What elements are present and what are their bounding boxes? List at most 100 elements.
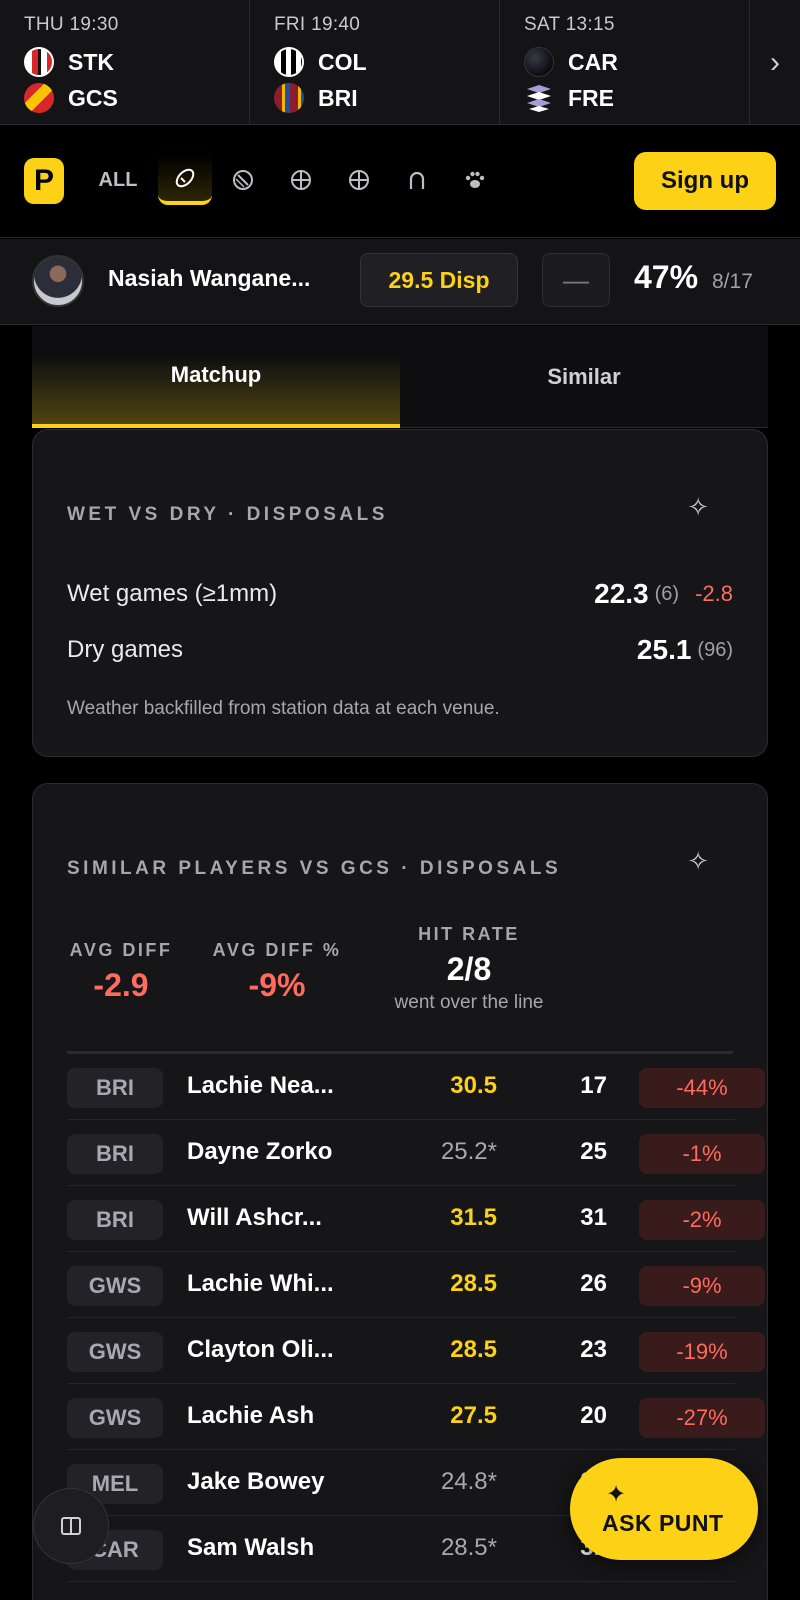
diff-badge: -1% — [639, 1134, 765, 1174]
avatar — [32, 255, 84, 307]
actual-value: 25 — [580, 1138, 607, 1165]
actual-value: 23 — [580, 1336, 607, 1363]
dash-button[interactable]: — — [542, 253, 610, 307]
actual-value: 17 — [580, 1072, 607, 1099]
fixture-team-away: GCS — [24, 80, 249, 116]
fixture-card[interactable]: SAT 13:15 CAR FRE — [500, 0, 750, 125]
player-name: Clayton Oli... — [187, 1336, 334, 1363]
afl-ball-icon[interactable] — [158, 155, 212, 205]
sidebar-toggle-button[interactable] — [33, 1488, 109, 1564]
wet-value: 22.3 — [594, 578, 649, 609]
diff-badge: -44% — [639, 1068, 765, 1108]
team-badge: BRI — [67, 1068, 163, 1108]
line-button[interactable]: 29.5 Disp — [360, 253, 518, 307]
player-bar: Nasiah Wangane... 29.5 Disp — 47% 8/17 — [0, 239, 800, 325]
line-value: 30.5 — [450, 1072, 497, 1099]
fixture-card[interactable]: FRI 19:40 COL BRI — [250, 0, 500, 125]
fixture-time: SAT 13:15 — [524, 14, 615, 35]
team-code: STK — [68, 48, 114, 75]
tab-similar[interactable]: Similar — [400, 326, 768, 428]
basketball-icon[interactable] — [276, 155, 326, 205]
player-name[interactable]: Nasiah Wangane... — [108, 265, 311, 291]
sparkle-icon[interactable]: ✧ — [687, 492, 709, 522]
line-value: 25.2* — [440, 1138, 497, 1165]
ask-punt-button[interactable]: ✦ ASK PUNT — [570, 1458, 758, 1560]
line-value: 28.5 — [450, 1336, 497, 1363]
chevron-right-icon[interactable]: › — [770, 45, 780, 79]
team-badge: BRI — [67, 1200, 163, 1240]
avg-diff-value: -2.9 — [93, 967, 149, 1003]
col-crest-icon — [274, 47, 304, 77]
sparkle-icon[interactable]: ✧ — [687, 846, 709, 876]
dry-value: 25.1 — [636, 634, 692, 665]
avg-diff-stat: AVG DIFF -2.9 — [67, 940, 175, 1004]
hit-rate-sub: went over the line — [394, 992, 544, 1013]
diff-badge: -9% — [639, 1266, 765, 1306]
fixtures-bar: THU 19:30 STK GCS FRI 19:40 COL BRI SAT … — [0, 0, 800, 125]
team-badge: GWS — [67, 1398, 163, 1438]
logo[interactable]: P — [24, 158, 64, 204]
fre-crest-icon — [524, 83, 554, 113]
table-row[interactable]: GWS Lachie Ash 27.5 20 -27% — [67, 1384, 765, 1450]
paw-icon[interactable] — [450, 155, 500, 205]
fixture-time: FRI 19:40 — [274, 14, 361, 35]
hit-rate-fraction: 8/17 — [712, 270, 753, 293]
sparkle-icon: ✦ — [606, 1481, 627, 1508]
team-code: CAR — [568, 48, 618, 75]
rugby-ball-icon[interactable] — [218, 155, 268, 205]
table-row[interactable]: BRI Will Ashcr... 31.5 31 -2% — [67, 1186, 765, 1252]
dry-label: Dry games — [67, 636, 184, 663]
diff-badge: -27% — [639, 1398, 765, 1438]
basketball-icon[interactable] — [334, 155, 384, 205]
fixture-card[interactable]: THU 19:30 STK GCS — [0, 0, 250, 125]
ask-punt-label: ASK PUNT — [602, 1510, 724, 1536]
card-title: SIMILAR PLAYERS VS GCS · DISPOSALS — [67, 858, 562, 879]
fixture-team-home: CAR — [524, 44, 749, 80]
player-name: Sam Walsh — [187, 1534, 315, 1561]
player-name: Will Ashcr... — [187, 1204, 322, 1231]
player-name: Jake Bowey — [187, 1468, 325, 1495]
divider — [67, 1051, 733, 1054]
diff-badge: -19% — [639, 1332, 765, 1372]
team-badge: BRI — [67, 1134, 163, 1174]
hit-rate-label: HIT RATE — [418, 924, 520, 944]
wet-label: Wet games (≥1mm) — [67, 580, 278, 607]
team-code: GCS — [68, 84, 118, 111]
stk-crest-icon — [24, 47, 54, 77]
actual-value: 26 — [580, 1270, 607, 1297]
tab-all[interactable]: ALL — [98, 168, 138, 191]
columns-icon — [61, 1517, 81, 1535]
bri-crest-icon — [274, 83, 304, 113]
wet-diff: -2.8 — [695, 581, 733, 606]
player-name: Lachie Ash — [187, 1402, 315, 1429]
fixture-team-away: FRE — [524, 80, 749, 116]
avg-diff-label: AVG DIFF — [69, 940, 173, 960]
player-name: Lachie Nea... — [187, 1072, 334, 1099]
team-badge: GWS — [67, 1332, 163, 1372]
diff-badge: -2% — [639, 1200, 765, 1240]
weather-note: Weather backfilled from station data at … — [67, 698, 500, 719]
fixture-team-home: STK — [24, 44, 249, 80]
wet-games-row: Wet games (≥1mm) 22.3 (6) -2.8 — [67, 574, 733, 614]
line-value: 28.5 — [450, 1270, 497, 1297]
line-value: 31.5 — [450, 1204, 497, 1231]
car-crest-icon — [524, 47, 554, 77]
hit-rate-value: 2/8 — [446, 951, 492, 987]
table-row[interactable]: GWS Clayton Oli... 28.5 23 -19% — [67, 1318, 765, 1384]
gcs-crest-icon — [24, 83, 54, 113]
sign-up-button[interactable]: Sign up — [634, 152, 776, 210]
fixture-team-away: BRI — [274, 80, 499, 116]
table-row[interactable]: BRI Lachie Nea... 30.5 17 -44% — [67, 1054, 765, 1120]
team-code: BRI — [318, 84, 358, 111]
wet-count: (6) — [654, 582, 680, 605]
team-code: COL — [318, 48, 367, 75]
table-row[interactable]: BRI Dayne Zorko 25.2* 25 -1% — [67, 1120, 765, 1186]
team-code: FRE — [568, 84, 614, 111]
horseshoe-icon[interactable] — [392, 155, 442, 205]
nav-bar: P ALL Sign up — [0, 125, 800, 238]
avg-diff-pct-stat: AVG DIFF % -9% — [209, 940, 345, 1004]
tab-matchup[interactable]: Matchup — [32, 326, 400, 428]
table-row[interactable]: GWS Lachie Whi... 28.5 26 -9% — [67, 1252, 765, 1318]
line-value: 27.5 — [450, 1402, 497, 1429]
